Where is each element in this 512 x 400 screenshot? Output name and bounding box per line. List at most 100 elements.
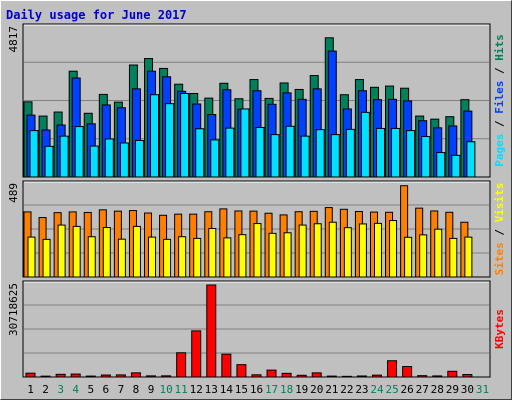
bar-visits-day-28 bbox=[434, 228, 443, 278]
bar-pages-day-28 bbox=[436, 152, 446, 178]
x-tick-label-day-15: 15 bbox=[235, 383, 248, 396]
bar-kbytes-day-29 bbox=[447, 370, 458, 378]
bar-pages-day-20 bbox=[315, 129, 325, 178]
bar-pages-day-9 bbox=[150, 94, 160, 178]
x-tick-label-day-18: 18 bbox=[280, 383, 293, 396]
x-tick-label-day-9: 9 bbox=[148, 383, 155, 396]
bar-pages-day-19 bbox=[300, 135, 310, 178]
bar-visits-day-8 bbox=[132, 225, 141, 278]
bar-visits-day-19 bbox=[298, 224, 307, 278]
bar-kbytes-day-16 bbox=[251, 374, 262, 378]
bar-kbytes-day-20 bbox=[311, 372, 322, 378]
bar-pages-day-30 bbox=[466, 141, 476, 178]
bar-pages-day-14 bbox=[225, 127, 235, 178]
x-tick-label-day-21: 21 bbox=[325, 383, 338, 396]
x-tick-label-day-11: 11 bbox=[175, 383, 188, 396]
x-tick-label-day-30: 30 bbox=[461, 383, 474, 396]
bar-pages-day-6 bbox=[104, 138, 114, 178]
chart-title: Daily usage for June 2017 bbox=[6, 8, 187, 22]
bar-visits-day-9 bbox=[148, 236, 157, 278]
bar-pages-day-29 bbox=[451, 154, 461, 178]
x-tick-label-day-12: 12 bbox=[190, 383, 203, 396]
x-tick-label-day-29: 29 bbox=[446, 383, 459, 396]
bar-pages-day-27 bbox=[421, 135, 431, 178]
legend-item-pages: Pages bbox=[493, 134, 506, 167]
bar-kbytes-day-1 bbox=[25, 372, 36, 378]
bar-visits-day-11 bbox=[178, 236, 187, 278]
bar-pages-day-1 bbox=[29, 130, 39, 178]
bar-kbytes-day-24 bbox=[371, 374, 382, 378]
x-tick-label-day-19: 19 bbox=[295, 383, 308, 396]
max-label-hits_files_pages: 4817 bbox=[7, 26, 20, 53]
bar-kbytes-day-8 bbox=[130, 372, 141, 378]
bar-pages-day-24 bbox=[375, 127, 385, 178]
bar-visits-day-25 bbox=[389, 220, 398, 278]
bar-pages-day-23 bbox=[360, 111, 370, 178]
bar-visits-day-4 bbox=[72, 225, 81, 278]
legend-item-kbytes: KBytes bbox=[493, 309, 506, 349]
x-tick-label-day-10: 10 bbox=[159, 383, 172, 396]
bar-kbytes-day-25 bbox=[387, 360, 398, 378]
bar-pages-day-12 bbox=[195, 128, 205, 178]
legend-separator: / bbox=[493, 61, 506, 81]
bar-visits-day-22 bbox=[343, 227, 352, 278]
bar-visits-day-1 bbox=[27, 236, 36, 278]
bar-kbytes-day-3 bbox=[55, 373, 66, 378]
bar-pages-day-3 bbox=[59, 135, 69, 178]
x-tick-label-day-8: 8 bbox=[133, 383, 140, 396]
x-tick-label-day-5: 5 bbox=[87, 383, 94, 396]
legend-item-sites: Sites bbox=[493, 242, 506, 275]
legend-item-hits: Hits bbox=[493, 34, 506, 61]
bar-kbytes-day-4 bbox=[70, 373, 81, 378]
x-tick-label-day-3: 3 bbox=[57, 383, 64, 396]
bar-pages-day-8 bbox=[134, 140, 144, 178]
bar-visits-day-29 bbox=[449, 237, 458, 278]
bar-pages-day-13 bbox=[210, 139, 220, 178]
x-tick-label-day-31: 31 bbox=[476, 383, 489, 396]
x-tick-label-day-23: 23 bbox=[355, 383, 368, 396]
x-tick-label-day-17: 17 bbox=[265, 383, 278, 396]
x-tick-label-day-2: 2 bbox=[42, 383, 49, 396]
bar-kbytes-day-27 bbox=[417, 375, 428, 378]
bar-kbytes-day-21 bbox=[326, 375, 337, 378]
bar-kbytes-day-22 bbox=[341, 375, 352, 378]
bar-kbytes-day-11 bbox=[176, 352, 187, 378]
bar-pages-day-21 bbox=[330, 134, 340, 178]
x-tick-label-day-13: 13 bbox=[205, 383, 218, 396]
x-tick-label-day-7: 7 bbox=[118, 383, 125, 396]
bar-visits-day-12 bbox=[193, 237, 202, 278]
bar-kbytes-day-12 bbox=[191, 330, 202, 378]
bar-visits-day-30 bbox=[464, 236, 473, 278]
bar-visits-day-13 bbox=[208, 227, 217, 278]
x-tick-label-day-20: 20 bbox=[310, 383, 323, 396]
bar-kbytes-day-9 bbox=[146, 375, 157, 378]
bar-pages-day-7 bbox=[119, 142, 129, 178]
x-tick-label-day-27: 27 bbox=[416, 383, 429, 396]
bar-pages-day-16 bbox=[255, 127, 265, 178]
legend-hits-files-pages: Pages / Files / Hits bbox=[493, 34, 506, 167]
x-tick-label-day-25: 25 bbox=[385, 383, 398, 396]
bar-visits-day-7 bbox=[117, 238, 126, 278]
bar-kbytes-day-23 bbox=[356, 375, 367, 378]
max-label-visits_sites: 489 bbox=[7, 183, 20, 203]
bar-visits-day-18 bbox=[283, 232, 292, 278]
bar-kbytes-day-6 bbox=[100, 374, 111, 378]
bar-visits-day-27 bbox=[419, 234, 428, 278]
x-tick-label-day-22: 22 bbox=[340, 383, 353, 396]
bar-kbytes-day-13 bbox=[206, 284, 217, 378]
bar-kbytes-day-15 bbox=[236, 364, 247, 378]
bar-pages-day-18 bbox=[285, 125, 295, 178]
bar-kbytes-day-30 bbox=[462, 374, 473, 378]
bar-kbytes-day-18 bbox=[281, 372, 292, 378]
bar-visits-day-14 bbox=[223, 237, 232, 278]
bar-visits-day-15 bbox=[238, 234, 247, 278]
bar-visits-day-10 bbox=[163, 238, 172, 278]
bar-pages-day-5 bbox=[89, 145, 99, 178]
bar-kbytes-day-5 bbox=[85, 375, 96, 378]
bar-visits-day-17 bbox=[268, 232, 277, 278]
x-tick-label-day-1: 1 bbox=[27, 383, 34, 396]
bar-kbytes-day-17 bbox=[266, 369, 277, 378]
